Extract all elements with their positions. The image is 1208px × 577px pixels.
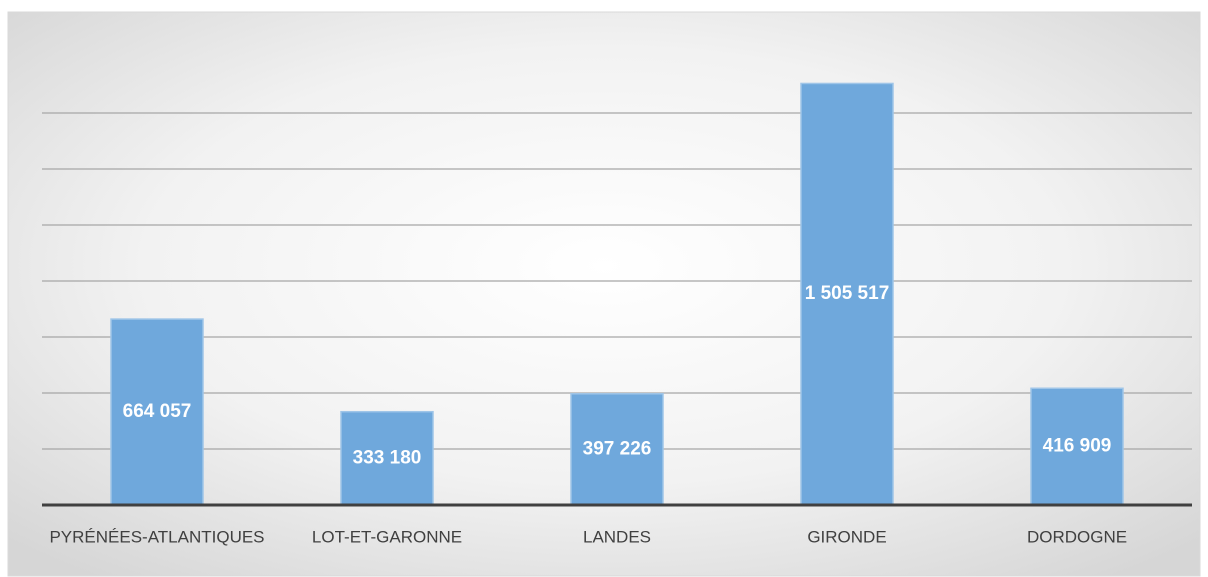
x-tick-label: DORDOGNE — [1027, 527, 1127, 546]
data-label: 1 505 517 — [805, 283, 890, 304]
x-tick-label: LOT-ET-GARONNE — [312, 527, 462, 546]
data-label: 397 226 — [583, 438, 652, 459]
x-tick-label: LANDES — [583, 527, 651, 546]
bar — [570, 393, 664, 506]
data-label: 333 180 — [353, 447, 422, 468]
bar — [800, 82, 894, 506]
x-tick-label: GIRONDE — [807, 527, 886, 546]
bar — [110, 318, 204, 506]
x-tick-label: PYRÉNÉES-ATLANTIQUES — [49, 527, 264, 546]
bar — [1030, 387, 1124, 506]
data-label: 664 057 — [123, 401, 192, 422]
data-label: 416 909 — [1043, 436, 1112, 457]
bar — [340, 410, 434, 506]
